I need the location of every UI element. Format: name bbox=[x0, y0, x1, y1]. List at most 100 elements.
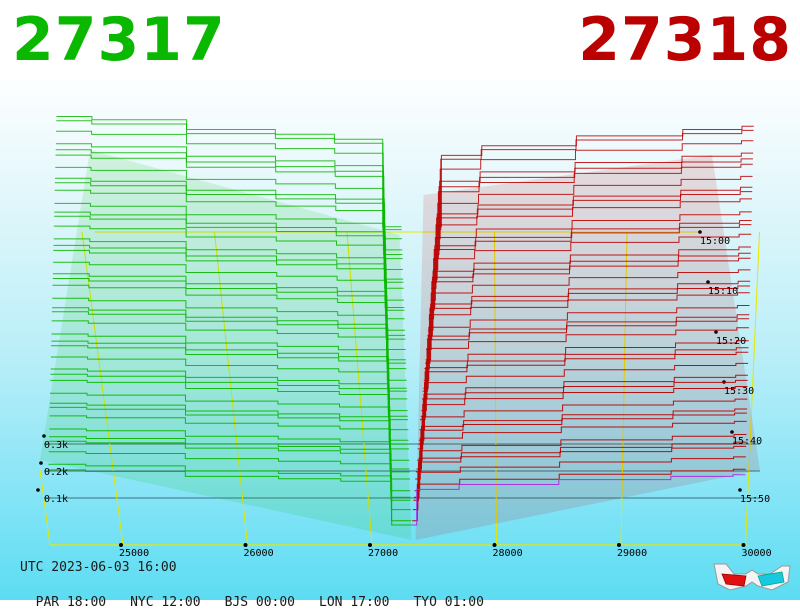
bid-depth-curve bbox=[51, 311, 408, 392]
time-tick-label: 15:30 bbox=[724, 386, 754, 397]
bid-depth-curve bbox=[55, 166, 403, 270]
bid-depth-curve bbox=[56, 130, 402, 240]
price-tick-dot bbox=[119, 543, 123, 547]
bid-depth-curve bbox=[54, 182, 404, 283]
bid-depth-curve bbox=[50, 368, 409, 441]
price-gridline bbox=[494, 231, 497, 546]
bid-depth-curve bbox=[50, 392, 410, 461]
ask-depth-curve bbox=[419, 362, 749, 431]
ask-depth-curve bbox=[426, 257, 751, 340]
price-gridline bbox=[81, 231, 124, 546]
ask-depth-curve bbox=[420, 347, 749, 417]
depth-tick-label: 0.1k bbox=[44, 494, 68, 505]
ask-depth-curve bbox=[418, 374, 748, 441]
ask-depth-curve bbox=[428, 246, 751, 331]
depth-curves bbox=[40, 116, 760, 540]
time-tick-label: 15:00 bbox=[700, 236, 730, 247]
ask-depth-curve bbox=[416, 408, 748, 470]
bid-depth-curve bbox=[49, 415, 410, 480]
zone-bjs: BJS 00:00 bbox=[224, 595, 296, 610]
bid-depth-curve bbox=[50, 379, 409, 450]
bid-depth-curve bbox=[53, 225, 405, 320]
ask-depth-curve bbox=[421, 340, 749, 412]
zone-tyo: TYO 01:00 bbox=[413, 595, 484, 610]
price-tick-dot bbox=[243, 543, 248, 547]
price-tick-label: 27000 bbox=[368, 548, 398, 559]
time-tick-dot bbox=[698, 230, 702, 234]
bid-depth-curve bbox=[50, 356, 409, 431]
ask-depth-curve bbox=[418, 379, 748, 445]
bid-area bbox=[40, 150, 412, 540]
bid-depth-curve bbox=[54, 189, 404, 289]
bid-depth-curve bbox=[49, 428, 411, 492]
time-tick-dot bbox=[730, 430, 734, 434]
bid-depth-curve bbox=[53, 238, 405, 331]
chart-labels: 0.1k 0.2k 0.3k 25000 26000 27000 28000 29000 300… bbox=[44, 236, 772, 559]
ask-depth-curve bbox=[429, 224, 752, 311]
bid-depth-curve bbox=[52, 278, 407, 364]
bid-depth-curve bbox=[52, 297, 407, 381]
ask-depth-curve bbox=[424, 292, 750, 370]
utc-timestamp: UTC 2023-06-03 16:00 bbox=[20, 560, 177, 575]
ask-depth-curve bbox=[411, 474, 746, 526]
ask-depth-curve bbox=[430, 211, 752, 301]
bid-depth-curve bbox=[56, 116, 402, 228]
bid-depth-curve bbox=[52, 284, 407, 370]
3d-glasses-icon[interactable] bbox=[712, 560, 792, 592]
zone-par: PAR 18:00 bbox=[35, 595, 107, 610]
ask-depth-curve bbox=[415, 412, 747, 473]
bid-depth-curve bbox=[48, 463, 412, 522]
bid-depth-curve bbox=[55, 177, 404, 280]
ask-depth-curve bbox=[417, 386, 748, 450]
ask-depth-curve bbox=[423, 305, 750, 381]
bid-depth-curve bbox=[52, 273, 406, 361]
bid-depth-curve bbox=[51, 320, 408, 400]
ask-depth-curve bbox=[433, 163, 753, 260]
ask-depth-curve bbox=[415, 420, 747, 480]
time-tick-label: 15:40 bbox=[732, 436, 762, 447]
ask-area bbox=[415, 155, 760, 540]
price-tick-dot bbox=[741, 543, 746, 547]
zone-nyc: NYC 12:00 bbox=[130, 595, 201, 610]
bid-depth-curve bbox=[55, 154, 403, 260]
ask-depth-curve bbox=[434, 152, 754, 251]
bid-depth-curve bbox=[49, 436, 411, 498]
time-tick-label: 15:50 bbox=[740, 494, 770, 505]
ask-depth-curve bbox=[435, 140, 754, 240]
time-tick-label: 15:20 bbox=[716, 336, 746, 347]
price-tick-label: 29000 bbox=[617, 548, 647, 559]
price-tick-dot bbox=[617, 543, 621, 547]
bid-depth-curve bbox=[52, 307, 407, 389]
bid-depth-curve bbox=[50, 373, 409, 445]
bid-depth-curve bbox=[53, 249, 406, 340]
bid-depth-curve bbox=[49, 402, 410, 470]
ask-depth-curve bbox=[425, 280, 751, 361]
ask-depth-curve bbox=[414, 434, 747, 492]
depth-tick-dot bbox=[42, 434, 46, 438]
depth-tick-dot bbox=[36, 488, 40, 492]
ask-depth-curve bbox=[422, 327, 749, 400]
depth-axis-line bbox=[39, 469, 51, 546]
ask-depth-curve bbox=[422, 318, 750, 392]
price-gridline bbox=[745, 231, 760, 546]
bid-depth-curve bbox=[54, 202, 404, 301]
bid-depth-curve bbox=[51, 340, 408, 417]
time-tick-dot bbox=[714, 330, 718, 334]
price-tick-label: 28000 bbox=[493, 548, 523, 559]
ask-depth-curve bbox=[426, 269, 751, 350]
ask-depth-curve bbox=[432, 175, 753, 270]
zone-lon: LON 17:00 bbox=[319, 595, 390, 610]
ask-depth-curve bbox=[414, 441, 747, 498]
ask-depth-curve bbox=[431, 191, 753, 283]
bid-depth-curve bbox=[54, 215, 405, 311]
time-tick-label: 15:10 bbox=[708, 286, 738, 297]
bid-depth-curve bbox=[49, 406, 410, 473]
depth-tick-label: 0.2k bbox=[44, 467, 68, 478]
price-tick-label: 30000 bbox=[742, 548, 772, 559]
ask-depth-curve bbox=[431, 198, 752, 289]
time-tick-dot bbox=[738, 488, 742, 492]
ask-depth-curve bbox=[417, 398, 748, 461]
price-gridline bbox=[620, 231, 628, 546]
ask-depth-curve bbox=[428, 233, 752, 320]
bid-depth-curve bbox=[48, 451, 411, 511]
